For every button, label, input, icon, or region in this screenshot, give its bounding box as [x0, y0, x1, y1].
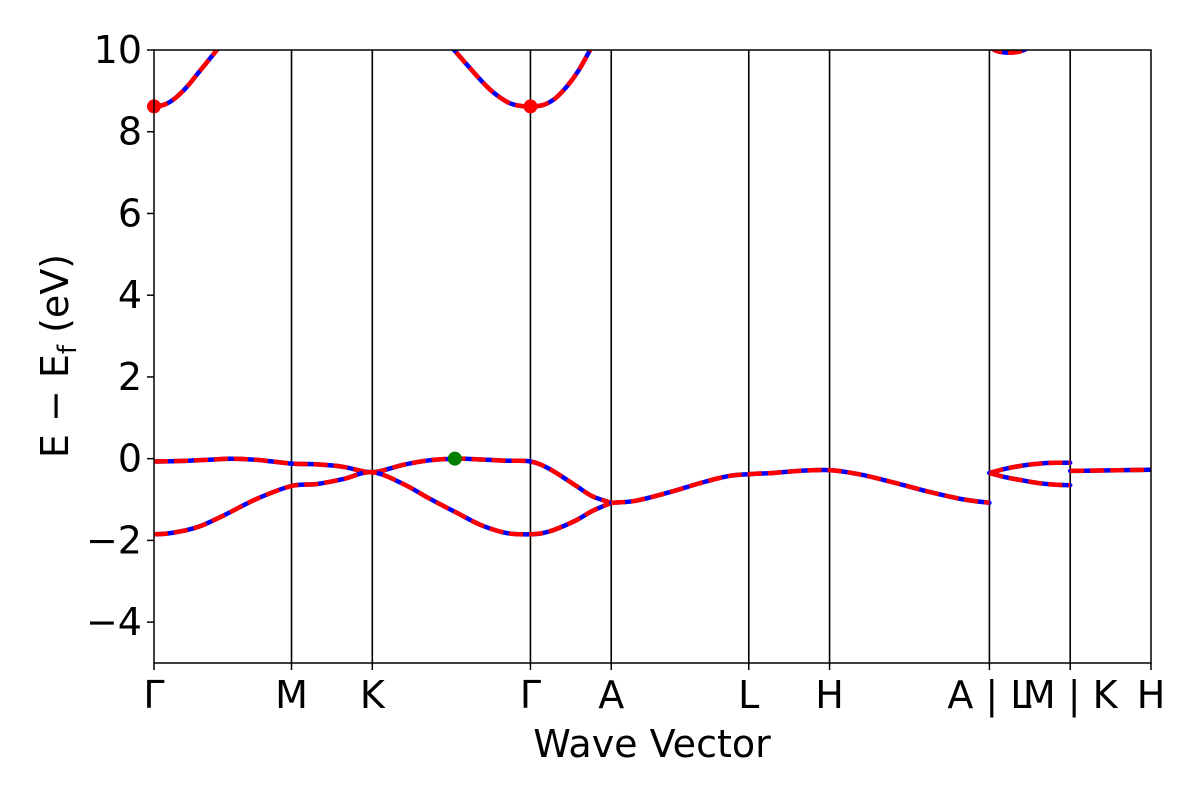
x-tick-label: L — [738, 673, 759, 717]
band-line-red-dashed — [988, 460, 1071, 476]
x-tick-label: M — [275, 673, 308, 717]
band-line-red-dashed — [154, 50, 220, 109]
y-tick-label: 4 — [118, 273, 142, 317]
y-axis-label-sub: f — [53, 344, 83, 354]
band-line-red-dashed — [154, 456, 612, 505]
x-axis-label: Wave Vector — [533, 722, 771, 766]
y-axis-label-main: E − E — [33, 354, 77, 458]
plot-frame — [153, 49, 1152, 664]
y-tick-label: 6 — [118, 191, 142, 235]
y-tick-label: −2 — [86, 518, 142, 562]
y-axis-label: E − Ef (eV) — [33, 254, 83, 458]
band-line-red-dashed — [611, 467, 990, 506]
x-ticks: Γ M K Γ A L H A | LM | K H — [143, 663, 1165, 718]
y-tick-label: −4 — [86, 600, 142, 644]
band-line-blue — [154, 469, 614, 537]
x-tick-label: A — [598, 673, 624, 717]
cbm-2-marker — [523, 99, 538, 114]
x-tick-label: A | L — [947, 673, 1031, 718]
band-line-red-dashed — [451, 50, 593, 109]
band-line-red-dashed — [988, 470, 1071, 488]
x-tick-label: H — [1137, 673, 1166, 717]
y-tick-label: 10 — [94, 28, 142, 72]
band-line-red-dashed — [154, 469, 613, 537]
y-tick-label: 2 — [118, 355, 142, 399]
band-edge-markers — [147, 99, 538, 466]
y-tick-label: 8 — [118, 110, 142, 154]
band-line-blue — [154, 50, 220, 109]
y-ticks: −4 −2 0 2 4 6 8 10 — [86, 28, 154, 644]
band-lines — [154, 50, 1151, 537]
x-tick-label: Γ — [143, 673, 164, 717]
vbm-marker — [447, 451, 462, 466]
x-tick-label: K — [360, 673, 386, 717]
x-tick-label: M | K — [1023, 673, 1119, 718]
band-line-blue — [608, 467, 992, 506]
y-axis-label-unit: (eV) — [33, 254, 77, 345]
x-tick-label: Γ — [520, 673, 541, 717]
band-line-red-dashed — [1070, 467, 1151, 474]
band-line-blue — [451, 50, 593, 109]
kpoint-lines — [290, 50, 1072, 663]
y-tick-label: 0 — [118, 437, 142, 481]
x-tick-label: H — [815, 673, 844, 717]
